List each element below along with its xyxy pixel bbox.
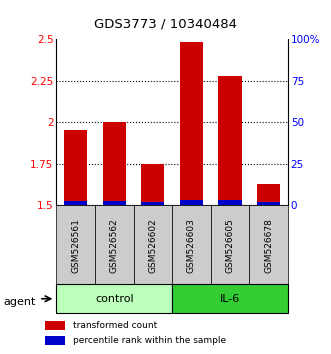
Bar (64, 131, 87, 205)
Bar (180, 200, 203, 205)
Bar (172, 205, 211, 285)
Bar (211, 205, 249, 285)
Bar (45, 336, 65, 346)
Bar (133, 205, 172, 285)
Bar (180, 42, 203, 205)
Bar (172, 284, 288, 313)
Text: GSM526561: GSM526561 (71, 218, 80, 273)
Bar (103, 201, 126, 205)
Bar (218, 75, 242, 205)
Bar (45, 321, 65, 330)
Text: GDS3773 / 10340484: GDS3773 / 10340484 (94, 17, 237, 30)
Bar (103, 122, 126, 205)
Bar (64, 201, 87, 205)
Text: GSM526602: GSM526602 (148, 218, 157, 273)
Text: IL-6: IL-6 (220, 294, 240, 304)
Bar (95, 205, 133, 285)
Bar (56, 284, 172, 313)
Text: GSM526678: GSM526678 (264, 218, 273, 273)
Bar (141, 164, 165, 205)
Text: GSM526605: GSM526605 (225, 218, 235, 273)
Text: percentile rank within the sample: percentile rank within the sample (73, 336, 227, 346)
Text: GSM526603: GSM526603 (187, 218, 196, 273)
Bar (218, 200, 242, 205)
Text: agent: agent (3, 297, 36, 307)
Bar (141, 202, 165, 205)
Text: transformed count: transformed count (73, 321, 158, 330)
Text: GSM526562: GSM526562 (110, 218, 119, 273)
Bar (257, 184, 280, 205)
Bar (257, 202, 280, 205)
Text: control: control (95, 294, 133, 304)
Bar (249, 205, 288, 285)
Bar (56, 205, 95, 285)
